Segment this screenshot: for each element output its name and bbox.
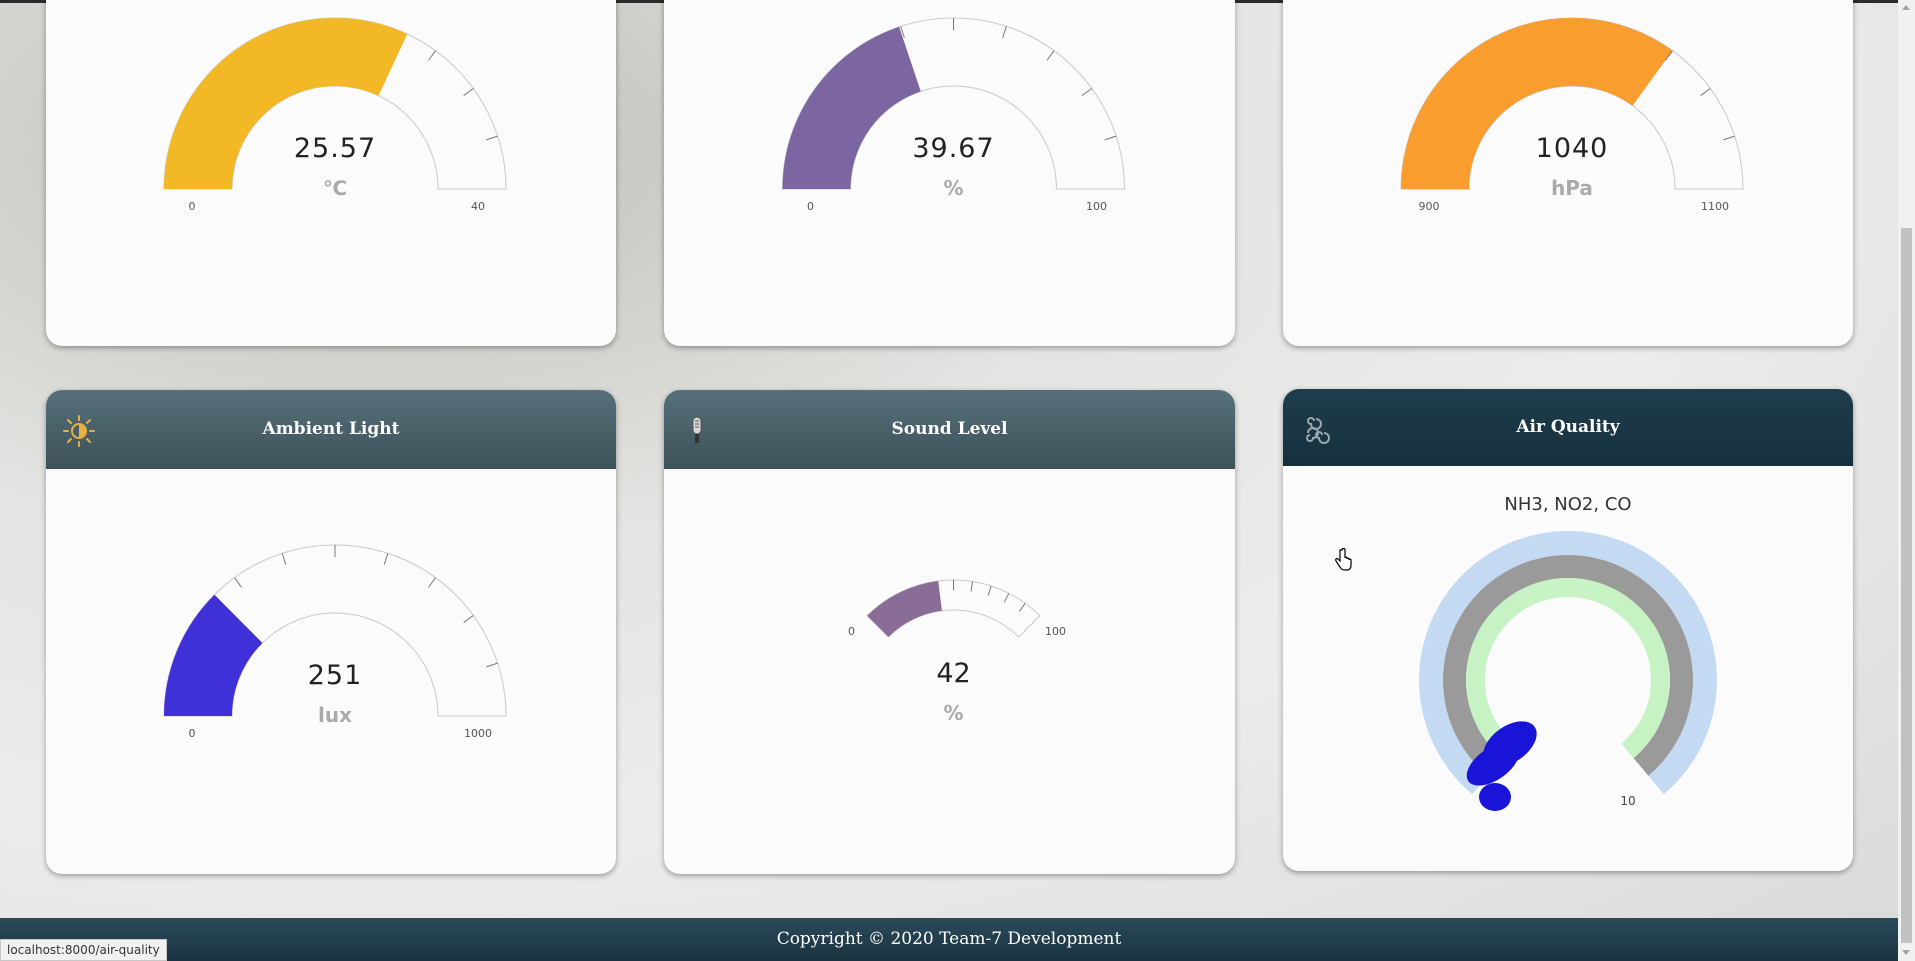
footer: Copyright © 2020 Team-7 Development (0, 918, 1898, 961)
copyright-text: Copyright © 2020 Team-7 Development (776, 929, 1122, 949)
humidity-gauge-tick (1104, 135, 1117, 141)
hand-pointer-icon (1335, 548, 1352, 571)
temperature-gauge-fill (164, 17, 408, 190)
ambient-light-header (46, 390, 616, 469)
ambient-light-card: Ambient Light 251 lux 0 1000 (46, 390, 616, 874)
pressure-max-label: 1100 (1701, 200, 1729, 213)
sun-moon-icon (63, 415, 95, 447)
humidity-value: 39.67 (912, 133, 994, 164)
sound-value: 42 (936, 658, 970, 689)
air-quality-pointer-3 (1479, 783, 1511, 811)
temperature-gauge: 25.57 ℃ 0 40 (163, 17, 507, 213)
air-quality-header (1283, 389, 1853, 466)
ambient-light-gauge: 251 lux 0 1000 (163, 544, 507, 740)
light-value: 251 (308, 660, 363, 691)
scroll-down-arrow-icon[interactable] (1902, 950, 1910, 955)
humidity-gauge-tick (1081, 88, 1093, 96)
air-quality-title: Air Quality (1516, 417, 1620, 437)
humidity-max-label: 100 (1086, 200, 1107, 213)
scroll-thumb[interactable] (1901, 228, 1912, 943)
temperature-card: 25.57 ℃ 0 40 (46, 0, 616, 346)
temperature-unit: ℃ (323, 176, 347, 200)
air-quality-pointer-2 (1466, 742, 1520, 786)
humidity-card: 39.67% 0 100 (664, 0, 1235, 346)
air-quality-ring-3 (1466, 578, 1670, 759)
humidity-gauge-fill (782, 26, 921, 189)
air-quality-gauge: NH3, NO2, CO 10 (1419, 494, 1717, 811)
light-gauge-tick (281, 553, 287, 565)
pressure-gauge-tick (1665, 50, 1673, 61)
sound-level-title: Sound Level (891, 419, 1008, 439)
sound-min-label: 0 (848, 625, 855, 638)
air-quality-ring-1 (1419, 531, 1717, 795)
air-quality-card: Air Quality NH3, NO2, CO 10 (1283, 389, 1853, 871)
ambient-light-title: Ambient Light (262, 419, 400, 439)
vertical-scrollbar[interactable] (1898, 0, 1915, 961)
sound-gauge-tick (987, 585, 992, 596)
temperature-min-label: 0 (189, 200, 196, 213)
sound-level-header (664, 390, 1235, 469)
humidity-unit: % (943, 176, 963, 200)
pressure-value: 1040 (1536, 133, 1609, 164)
light-gauge-tick (428, 577, 436, 588)
pressure-gauge-fill (1401, 18, 1673, 189)
light-gauge-tick (463, 615, 474, 623)
temperature-max-label: 40 (471, 200, 485, 213)
pressure-min-label: 900 (1419, 200, 1440, 213)
light-gauge-track (163, 544, 507, 717)
sound-gauge-tick (1003, 593, 1010, 603)
sound-gauge-fill (867, 580, 942, 637)
sound-level-gauge: 42% 0 100 (848, 579, 1066, 725)
temperature-gauge-tick (428, 50, 436, 61)
scroll-up-arrow-icon[interactable] (1902, 5, 1910, 10)
air-quality-ring-2 (1443, 555, 1693, 776)
light-min-label: 0 (189, 727, 196, 740)
temperature-value: 25.57 (294, 133, 376, 164)
light-gauge-fill (164, 594, 263, 716)
temperature-gauge-tick (463, 88, 474, 96)
humidity-gauge-tick (900, 26, 905, 38)
light-gauge-tick (383, 553, 389, 565)
sound-level-card: Sound Level 42% 0 100 (664, 390, 1235, 874)
light-gauge-tick (486, 662, 498, 668)
sound-max-label: 100 (1045, 625, 1066, 638)
pressure-card: 1040 hPa 900 1100 (1283, 0, 1853, 346)
light-max-label: 1000 (464, 727, 492, 740)
humidity-min-label: 0 (807, 200, 814, 213)
humidity-gauge: 39.67% 0 100 (781, 17, 1126, 213)
pressure-gauge: 1040 hPa 900 1100 (1400, 17, 1744, 213)
air-quality-subtitle: NH3, NO2, CO (1504, 494, 1631, 515)
humidity-gauge-tick (1046, 50, 1055, 61)
humidity-gauge-tick (1002, 26, 1007, 38)
microphone-icon (692, 416, 702, 443)
temperature-gauge-tick (486, 135, 498, 141)
sound-gauge-tick (970, 581, 974, 592)
light-gauge-tick (234, 577, 242, 588)
light-unit: lux (318, 703, 352, 727)
pressure-gauge-tick (1700, 88, 1711, 96)
air-swirl-icon (1306, 417, 1330, 444)
sound-gauge-tick (1018, 603, 1026, 612)
pressure-unit: hPa (1551, 176, 1593, 200)
status-bar-url: localhost:8000/air-quality (0, 939, 167, 961)
sound-unit: % (943, 701, 963, 725)
air-quality-max-label: 10 (1620, 794, 1635, 808)
pressure-gauge-tick (1723, 135, 1735, 141)
